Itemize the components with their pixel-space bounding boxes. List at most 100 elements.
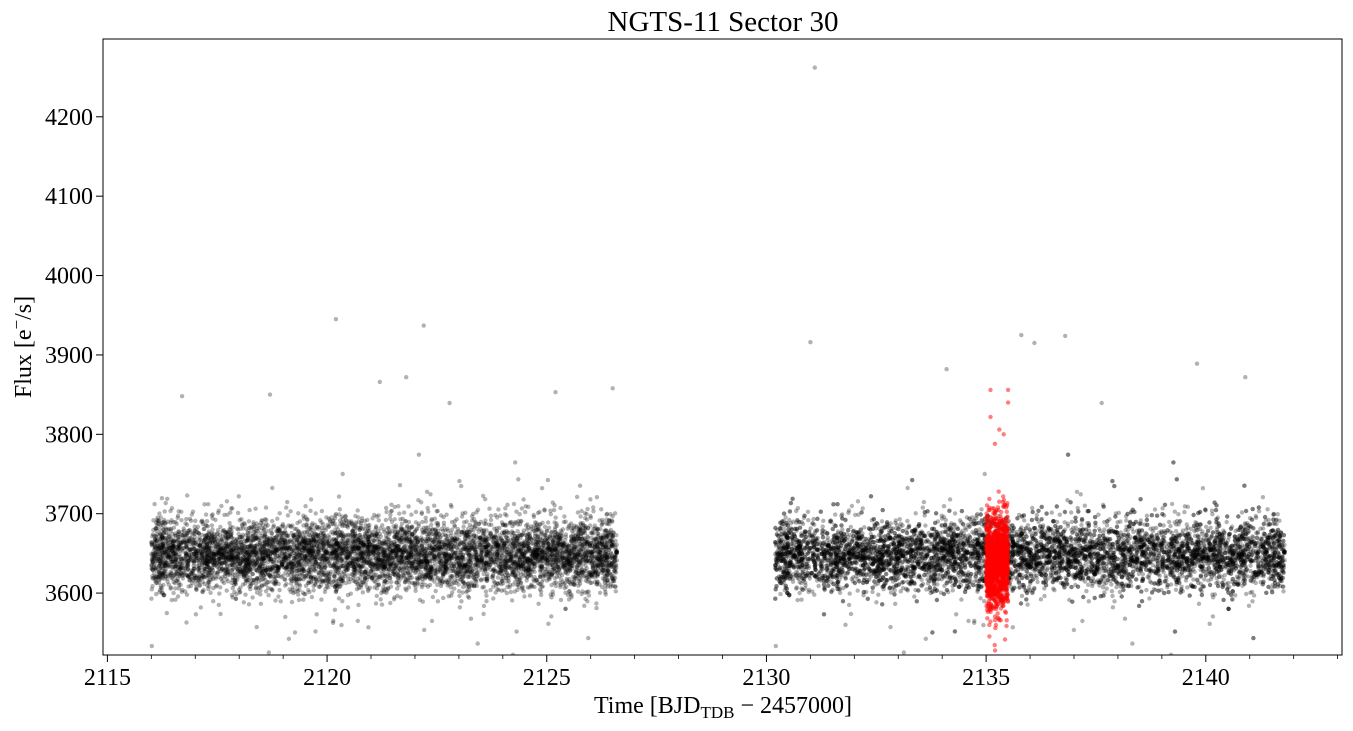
data-point [333,511,339,517]
data-point [268,567,273,572]
data-point [592,545,597,550]
data-point [275,526,280,531]
data-point [377,552,382,557]
data-point [236,553,241,558]
data-point [423,566,428,571]
data-point [364,584,370,590]
data-point [569,521,574,526]
data-point [360,590,365,595]
data-point [453,550,458,555]
data-point [376,582,381,587]
data-point [442,561,447,566]
data-point [398,574,404,579]
data-point [442,552,447,557]
data-point [245,565,250,571]
data-point [273,598,278,603]
data-point [230,539,235,545]
data-point [301,538,306,544]
data-point [176,583,182,588]
data-point [423,515,428,520]
data-point [203,548,208,553]
data-point [417,597,423,603]
data-point [598,557,603,562]
data-point [372,585,377,590]
data-point [308,508,313,513]
data-point [484,599,489,604]
data-point [366,535,372,540]
data-point [365,517,370,523]
data-point [229,568,235,573]
data-point [316,525,322,530]
data-point [597,568,602,574]
data-point [228,540,234,546]
data-point [536,528,541,533]
data-point [283,614,288,620]
data-point [430,594,436,600]
data-point [372,512,377,518]
data-point [446,543,451,548]
data-point [285,538,290,543]
data-point [211,599,216,604]
data-point [332,584,337,590]
data-point [595,527,600,532]
data-point [277,545,282,550]
data-point [599,507,604,512]
data-point [388,600,393,606]
data-point [583,563,588,568]
data-point [191,558,197,564]
data-point [420,576,425,581]
data-point [556,541,561,547]
data-point [567,523,572,528]
data-point [531,562,537,567]
data-point [168,536,174,541]
data-point [321,544,326,549]
data-point [594,555,599,560]
data-point [419,511,424,516]
data-point [321,572,327,577]
data-point [443,532,448,537]
data-point [504,559,510,564]
data-point [417,538,423,543]
data-point [230,541,236,546]
data-point [376,565,382,570]
data-point [356,602,361,608]
data-point [518,580,524,585]
data-point [161,582,166,588]
data-point [456,562,461,567]
data-point [463,531,469,536]
data-point [366,625,371,630]
data-point [589,561,594,566]
data-point [454,570,459,576]
data-point [558,597,564,603]
data-point [350,529,355,535]
data-point [216,546,221,551]
data-point [364,530,370,535]
data-point [279,534,284,540]
data-point [327,543,332,548]
data-point [319,508,325,514]
data-point [330,537,335,542]
data-point [233,581,238,586]
data-point [370,561,375,567]
data-point [398,555,404,561]
data-point [263,505,269,510]
data-point [414,526,420,532]
data-point [585,541,590,546]
data-point [346,532,351,537]
data-point [516,477,521,482]
data-point [474,552,479,557]
data-point [184,532,189,537]
data-point [519,532,525,538]
data-point [159,537,164,542]
data-point [351,563,356,568]
data-point [176,534,181,540]
data-point [537,509,542,515]
data-point [244,560,249,565]
data-point [361,550,366,555]
data-point [376,513,381,518]
data-points [149,65,1287,655]
data-point [316,548,321,554]
data-point [380,550,386,556]
data-point [517,557,523,563]
